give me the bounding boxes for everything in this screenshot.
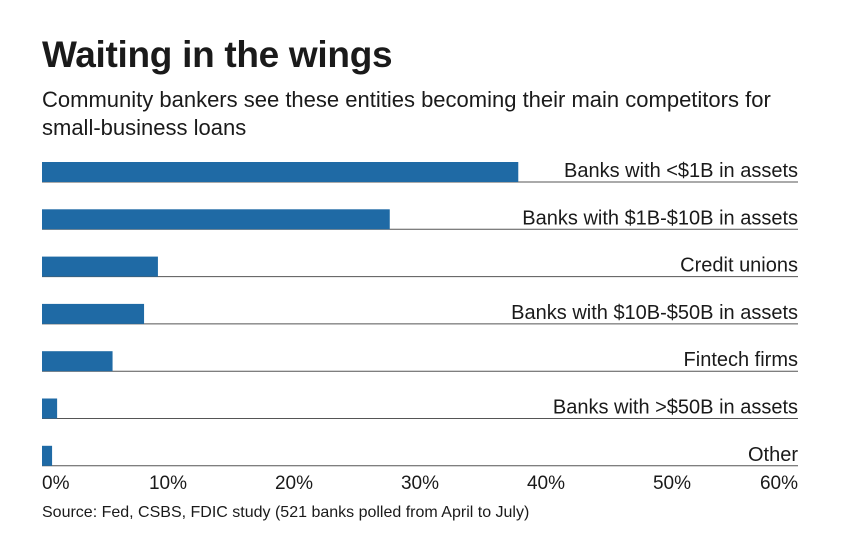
bar <box>42 162 519 182</box>
category-label: Banks with $10B-$50B in assets <box>511 302 798 324</box>
bar <box>42 209 390 230</box>
category-label: Credit unions <box>680 255 798 277</box>
x-tick-label: 40% <box>527 473 565 494</box>
bar <box>42 256 158 277</box>
x-tick-label: 30% <box>401 473 439 494</box>
category-label: Banks with <$1B in assets <box>564 160 798 182</box>
source-note: Source: Fed, CSBS, FDIC study (521 banks… <box>42 504 530 521</box>
category-label: Other <box>748 444 798 466</box>
category-label: Fintech firms <box>684 349 798 371</box>
bar <box>42 398 58 419</box>
x-tick-label: 10% <box>149 473 187 494</box>
bar <box>42 303 145 324</box>
x-tick-label: 60% <box>760 473 798 494</box>
bar <box>42 445 53 466</box>
category-label: Banks with $1B-$10B in assets <box>522 207 798 229</box>
chart-subtitle: Community bankers see these entities bec… <box>42 87 771 140</box>
x-tick-label: 20% <box>275 473 313 494</box>
x-tick-label: 50% <box>653 473 691 494</box>
chart-title: Waiting in the wings <box>42 34 393 75</box>
x-tick-label: 0% <box>42 473 70 494</box>
bar <box>42 351 113 372</box>
category-label: Banks with >$50B in assets <box>553 397 798 419</box>
